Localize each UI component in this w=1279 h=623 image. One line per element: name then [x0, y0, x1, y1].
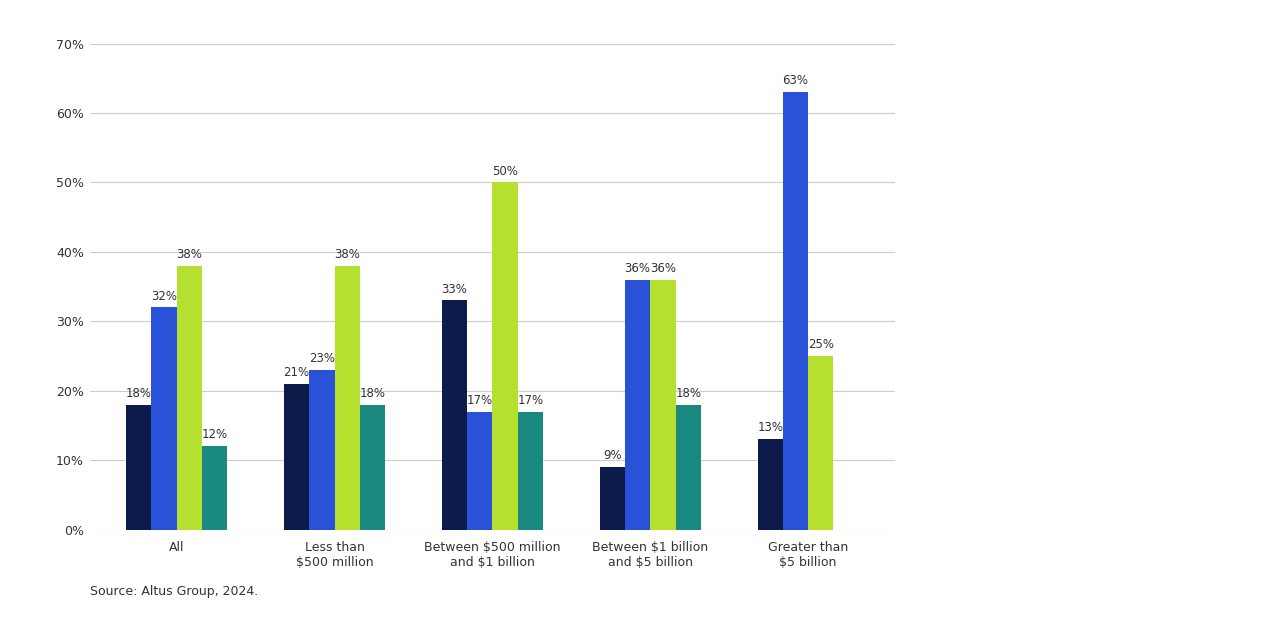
- Bar: [600, 467, 625, 530]
- Bar: [335, 266, 359, 530]
- Bar: [284, 384, 310, 530]
- Bar: [127, 404, 151, 530]
- Bar: [518, 412, 542, 530]
- Text: 13%: 13%: [757, 421, 783, 434]
- Text: Significantly – ESG is an integral part of
our capital decision-making process: Significantly – ESG is an integral part …: [966, 86, 1187, 107]
- Text: 33%: 33%: [441, 283, 467, 295]
- Bar: [202, 446, 228, 530]
- Text: Moderately – we apply ESG frameowkrs
to assess decicions, but rely on many
other: Moderately – we apply ESG frameowkrs to …: [966, 217, 1187, 251]
- Text: 18%: 18%: [125, 387, 152, 400]
- Text: 18%: 18%: [675, 387, 701, 400]
- Text: 38%: 38%: [334, 248, 361, 261]
- Text: 23%: 23%: [310, 352, 335, 365]
- Text: 21%: 21%: [284, 366, 310, 379]
- Text: 63%: 63%: [783, 74, 808, 87]
- Bar: [808, 356, 834, 530]
- Text: 32%: 32%: [151, 290, 177, 303]
- Text: 50%: 50%: [492, 164, 518, 178]
- Text: 12%: 12%: [202, 429, 228, 441]
- Text: 18%: 18%: [359, 387, 385, 400]
- Text: 25%: 25%: [808, 338, 834, 351]
- Bar: [783, 92, 808, 530]
- Bar: [650, 280, 675, 530]
- Text: Minorly – the only ESG considerations are
related to reporting (to internal/exte: Minorly – the only ESG considerations ar…: [966, 355, 1197, 389]
- Text: 9%: 9%: [604, 449, 622, 462]
- Text: 17%: 17%: [467, 394, 492, 407]
- Bar: [151, 307, 177, 530]
- FancyBboxPatch shape: [908, 219, 944, 272]
- Bar: [177, 266, 202, 530]
- Bar: [359, 404, 385, 530]
- FancyBboxPatch shape: [908, 356, 944, 409]
- Text: 36%: 36%: [624, 262, 651, 275]
- Text: 38%: 38%: [177, 248, 202, 261]
- Text: 36%: 36%: [650, 262, 675, 275]
- Bar: [492, 183, 518, 530]
- Bar: [675, 404, 701, 530]
- Text: Negligibly – we don't take ESG
considerations into account when
making capital d: Negligibly – we don't take ESG considera…: [966, 493, 1154, 526]
- Text: Source: Altus Group, 2024.: Source: Altus Group, 2024.: [90, 585, 258, 598]
- FancyBboxPatch shape: [908, 81, 944, 134]
- Bar: [467, 412, 492, 530]
- Text: 17%: 17%: [517, 394, 544, 407]
- Bar: [625, 280, 650, 530]
- FancyBboxPatch shape: [908, 493, 944, 547]
- Bar: [443, 300, 467, 530]
- Bar: [757, 439, 783, 530]
- Bar: [310, 370, 335, 530]
